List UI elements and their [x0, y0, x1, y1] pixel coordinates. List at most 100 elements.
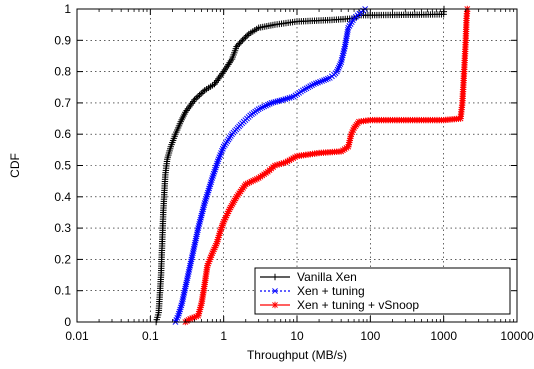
axis-ticks: 0.01 0.1 1 10 100 1000 10000 0 0.1 0.2 0.3 0.4 0.5 0.… — [54, 2, 534, 343]
marker-stroke — [193, 235, 199, 242]
y-tick-label: 0.3 — [54, 221, 71, 235]
marker-stroke — [195, 223, 202, 229]
marker-stroke — [182, 285, 189, 292]
marker-stroke — [195, 225, 202, 232]
legend-label: Xen + tuning — [297, 284, 365, 298]
data-point — [234, 41, 242, 49]
data-point — [319, 78, 326, 84]
y-tick-label: 0.2 — [54, 252, 71, 266]
y-tick-label: 0.6 — [54, 127, 71, 141]
y-axis-label: CDF — [8, 153, 22, 178]
marker-stroke — [323, 76, 329, 83]
marker-stroke — [184, 275, 191, 282]
data-point — [236, 40, 243, 47]
marker-stroke — [197, 216, 204, 223]
marker-stroke — [184, 277, 190, 284]
marker-stroke — [341, 43, 348, 50]
legend-label: Vanilla Xen — [297, 270, 357, 284]
marker-stroke — [185, 269, 192, 275]
x-tick-label: 10000 — [500, 329, 534, 343]
legend-entry-xen-tuning-vsnoop: Xen + tuning + vSnoop — [260, 298, 419, 312]
data-point — [197, 216, 204, 223]
marker-stroke — [282, 96, 289, 103]
marker-stroke — [196, 221, 203, 227]
marker-stroke — [192, 239, 199, 246]
legend-swatch-marker — [272, 288, 278, 294]
data-point — [286, 94, 293, 101]
x-tick-label: 0.1 — [142, 329, 159, 343]
data-point — [194, 227, 201, 234]
marker-stroke — [184, 273, 191, 280]
marker-stroke — [179, 296, 186, 302]
marker-stroke — [183, 279, 190, 286]
marker-stroke — [180, 294, 187, 300]
marker-stroke — [189, 250, 196, 257]
data-point — [199, 208, 206, 215]
data-point — [200, 204, 207, 211]
marker-stroke — [185, 271, 192, 277]
marker-stroke — [198, 212, 205, 219]
marker-stroke — [186, 266, 193, 273]
data-point — [280, 96, 287, 103]
marker-stroke — [324, 75, 331, 82]
marker-stroke — [190, 246, 197, 252]
marker-stroke — [284, 95, 291, 102]
y-tick-label: 0.7 — [54, 96, 71, 110]
y-tick-label: 0.8 — [54, 65, 71, 79]
marker-stroke — [286, 94, 293, 101]
data-point — [284, 95, 291, 102]
data-point — [288, 94, 295, 101]
marker-stroke — [343, 35, 350, 42]
marker-stroke — [193, 231, 200, 238]
marker-stroke — [193, 233, 200, 240]
x-tick-label: 0.01 — [65, 329, 89, 343]
marker-stroke — [343, 33, 350, 40]
data-point — [242, 33, 249, 41]
data-point — [278, 97, 285, 104]
marker-stroke — [191, 241, 198, 248]
series-xen-tuning-vsnoop — [182, 5, 471, 326]
data-point — [199, 210, 205, 217]
data-point — [324, 75, 331, 82]
y-tick-label: 0 — [64, 315, 71, 329]
series-vanilla-xen — [152, 5, 448, 326]
series-layer — [152, 5, 471, 326]
data-point — [243, 32, 251, 39]
x-tick-label: 1 — [220, 329, 227, 343]
series-markers-xen-tuning — [172, 6, 369, 325]
marker-stroke — [194, 227, 201, 234]
marker-stroke — [342, 41, 349, 48]
series-xen-tuning — [172, 6, 369, 325]
marker-stroke — [200, 206, 206, 213]
marker-stroke — [272, 302, 278, 308]
data-point — [240, 35, 248, 42]
marker-stroke — [199, 208, 206, 215]
series-markers-xen-tuning-vsnoop — [182, 5, 471, 326]
marker-stroke — [276, 97, 283, 104]
marker-stroke — [192, 237, 199, 244]
legend-label: Xen + tuning + vSnoop — [297, 298, 419, 312]
marker-stroke — [274, 98, 281, 105]
legend-entry-xen-tuning: Xen + tuning — [260, 284, 365, 298]
data-point — [282, 96, 289, 103]
marker-stroke — [344, 26, 351, 33]
data-point — [321, 77, 327, 84]
series-markers-vanilla-xen — [152, 5, 448, 326]
data-point — [196, 218, 203, 225]
marker-stroke — [272, 98, 279, 105]
y-tick-label: 0.4 — [54, 190, 71, 204]
marker-stroke — [270, 99, 277, 106]
x-tick-label: 1000 — [430, 329, 457, 343]
marker-stroke — [268, 99, 275, 106]
marker-stroke — [183, 281, 189, 288]
marker-stroke — [288, 94, 295, 101]
marker-stroke — [194, 229, 201, 236]
data-point — [237, 38, 245, 46]
x-tick-label: 10 — [290, 329, 304, 343]
legend-swatch-marker — [271, 273, 279, 281]
x-axis-label: Throughput (MB/s) — [247, 348, 347, 362]
marker-stroke — [186, 264, 193, 271]
y-tick-label: 0.5 — [54, 159, 71, 173]
marker-stroke — [319, 78, 326, 84]
